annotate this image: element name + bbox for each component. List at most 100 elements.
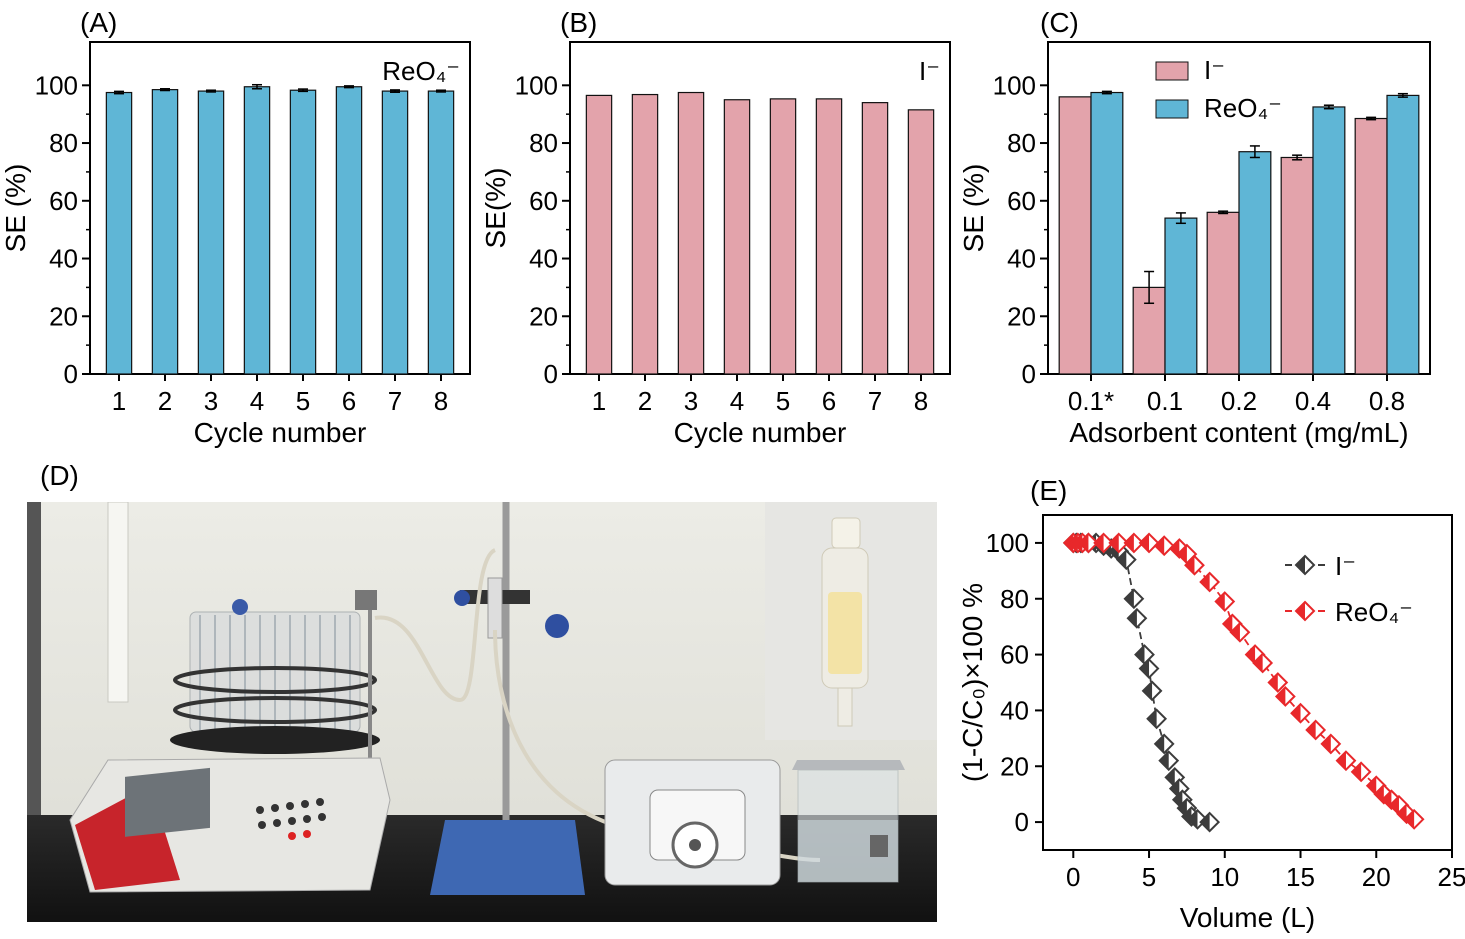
x-tick-label: 0.2 [1221,386,1257,416]
bar [769,98,797,375]
y-tick-label: 80 [49,128,78,158]
bar [1354,117,1388,375]
marker-fill [1223,614,1233,633]
marker-fill [1321,734,1331,753]
x-tick-label: 4 [730,386,744,416]
y-tick-label: 20 [529,301,558,331]
data-point [1141,680,1163,702]
x-tick-label: 10 [1210,862,1239,892]
ring-stand [430,502,585,895]
marker-fill [1296,556,1305,574]
marker-fill [1405,810,1415,829]
column-inset [765,502,937,740]
marker-fill [1140,659,1150,678]
data-point [1138,532,1160,554]
chart-b-cycle-iodide: 0 20 40 60 80 100 SE(%) Cycle number 1 2 3 4 5 6 7 8 I⁻ [480,41,951,448]
marker-fill [1170,539,1180,558]
bar [1238,151,1272,375]
marker-fill [1367,776,1377,795]
bar [677,91,705,375]
chart-annotation: I⁻ [919,56,940,86]
x-axis-label: Volume (L) [1180,902,1315,933]
y-tick-label: 80 [1007,128,1036,158]
bar [381,90,409,375]
fraction-collector [69,590,391,893]
beaker [792,760,905,883]
marker-fill [1200,573,1210,591]
data-point [1123,588,1145,610]
data-point [1229,621,1251,643]
x-tick-label: 5 [776,386,790,416]
y-tick-label: 60 [529,186,558,216]
legend-label: ReO₄⁻ [1335,597,1413,627]
plot-frame [569,41,951,375]
y-tick-label: 80 [529,128,558,158]
marker-fill [1185,556,1195,575]
legend-label: ReO₄⁻ [1204,93,1282,123]
x-tick-label: 0.8 [1369,386,1405,416]
x-tick-label: 6 [342,386,356,416]
y-tick-label: 80 [1000,584,1029,614]
marker-fill [1352,762,1362,781]
marker-fill [1382,790,1392,809]
x-axis-label: Adsorbent content (mg/mL) [1069,417,1408,448]
y-tick-label: 0 [544,359,558,389]
marker-fill [1291,704,1301,723]
x-tick-label: 8 [434,386,448,416]
bar [723,99,751,375]
bar [151,89,179,375]
marker-fill [1374,785,1384,804]
bar [861,102,889,375]
y-axis-label: (1-C/C₀)×100 % [957,583,988,782]
chart-c-adsorbent-content: 0 20 40 60 80 100 SE (%) Adsorbent content (mg/… [958,41,1431,448]
marker-fill [1127,609,1137,628]
bar [1386,94,1420,375]
marker-fill [1109,533,1119,552]
y-tick-label: 0 [1022,359,1036,389]
y-tick-label: 100 [993,70,1036,100]
data-point [1138,658,1160,679]
marker-fill [1079,533,1089,552]
bar [815,98,843,375]
plot-frame [1042,514,1453,851]
y-tick-label: 40 [529,244,558,274]
bar [1090,91,1124,375]
bar [1058,96,1092,375]
bar [335,86,363,375]
x-tick-label: 7 [868,386,882,416]
marker-fill [1143,681,1153,700]
marker-fill [1170,779,1180,798]
x-tick-label: 8 [914,386,928,416]
marker-fill [1140,533,1150,552]
x-tick-label: 3 [204,386,218,416]
marker-fill [1276,687,1286,706]
marker-fill [1230,623,1240,642]
marker-fill [1389,796,1399,815]
x-tick-label: 15 [1286,862,1315,892]
x-tick-label: 2 [158,386,172,416]
panel-label-e: (E) [1030,475,1067,506]
marker-fill [1165,768,1175,787]
x-tick-label: 5 [1142,862,1156,892]
legend-swatch [1155,99,1189,119]
legend-label: I⁻ [1204,55,1225,85]
marker-fill [1124,589,1134,608]
marker-fill [1296,602,1305,620]
y-tick-label: 100 [515,70,558,100]
marker-fill [1155,734,1165,753]
x-tick-label: 0.4 [1295,386,1331,416]
x-tick-label: 0 [1066,862,1080,892]
data-point [1199,811,1221,833]
y-axis-label: SE(%) [480,168,511,249]
bar [631,93,659,375]
y-tick-label: 20 [1007,301,1036,331]
y-tick-label: 60 [1000,640,1029,670]
data-point [1184,554,1205,576]
data-point [1115,549,1137,571]
data-point [1123,532,1145,554]
marker-fill [1159,751,1169,770]
y-tick-label: 40 [49,244,78,274]
marker-fill [1147,709,1157,728]
x-tick-label: 3 [684,386,698,416]
data-point [1350,761,1372,783]
